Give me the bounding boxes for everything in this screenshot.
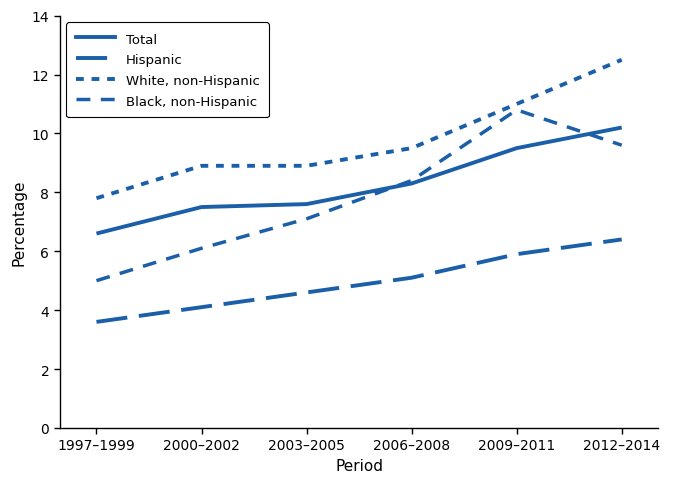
White, non-Hispanic xyxy=(618,58,626,63)
Line: White, non-Hispanic: White, non-Hispanic xyxy=(97,60,622,199)
Black, non-Hispanic xyxy=(93,278,101,284)
Hispanic xyxy=(93,319,101,325)
Line: Total: Total xyxy=(97,128,622,234)
White, non-Hispanic xyxy=(197,164,206,169)
White, non-Hispanic xyxy=(408,146,416,152)
X-axis label: Period: Period xyxy=(335,458,383,473)
Black, non-Hispanic xyxy=(197,246,206,252)
Black, non-Hispanic xyxy=(408,178,416,184)
Total xyxy=(93,231,101,237)
White, non-Hispanic xyxy=(93,196,101,202)
Total xyxy=(408,181,416,187)
Hispanic xyxy=(408,275,416,281)
Hispanic xyxy=(618,237,626,243)
Black, non-Hispanic xyxy=(303,216,311,222)
Line: Hispanic: Hispanic xyxy=(97,240,622,322)
Legend: Total, Hispanic, White, non-Hispanic, Black, non-Hispanic: Total, Hispanic, White, non-Hispanic, Bl… xyxy=(66,23,269,118)
Hispanic xyxy=(512,252,521,257)
Black, non-Hispanic xyxy=(618,143,626,149)
Total xyxy=(618,125,626,131)
Hispanic xyxy=(303,290,311,296)
Total xyxy=(197,205,206,211)
White, non-Hispanic xyxy=(303,164,311,169)
Black, non-Hispanic xyxy=(512,108,521,114)
Total xyxy=(303,202,311,208)
Total xyxy=(512,146,521,152)
Hispanic xyxy=(197,304,206,310)
Y-axis label: Percentage: Percentage xyxy=(11,179,26,265)
Line: Black, non-Hispanic: Black, non-Hispanic xyxy=(97,111,622,281)
White, non-Hispanic xyxy=(512,102,521,107)
